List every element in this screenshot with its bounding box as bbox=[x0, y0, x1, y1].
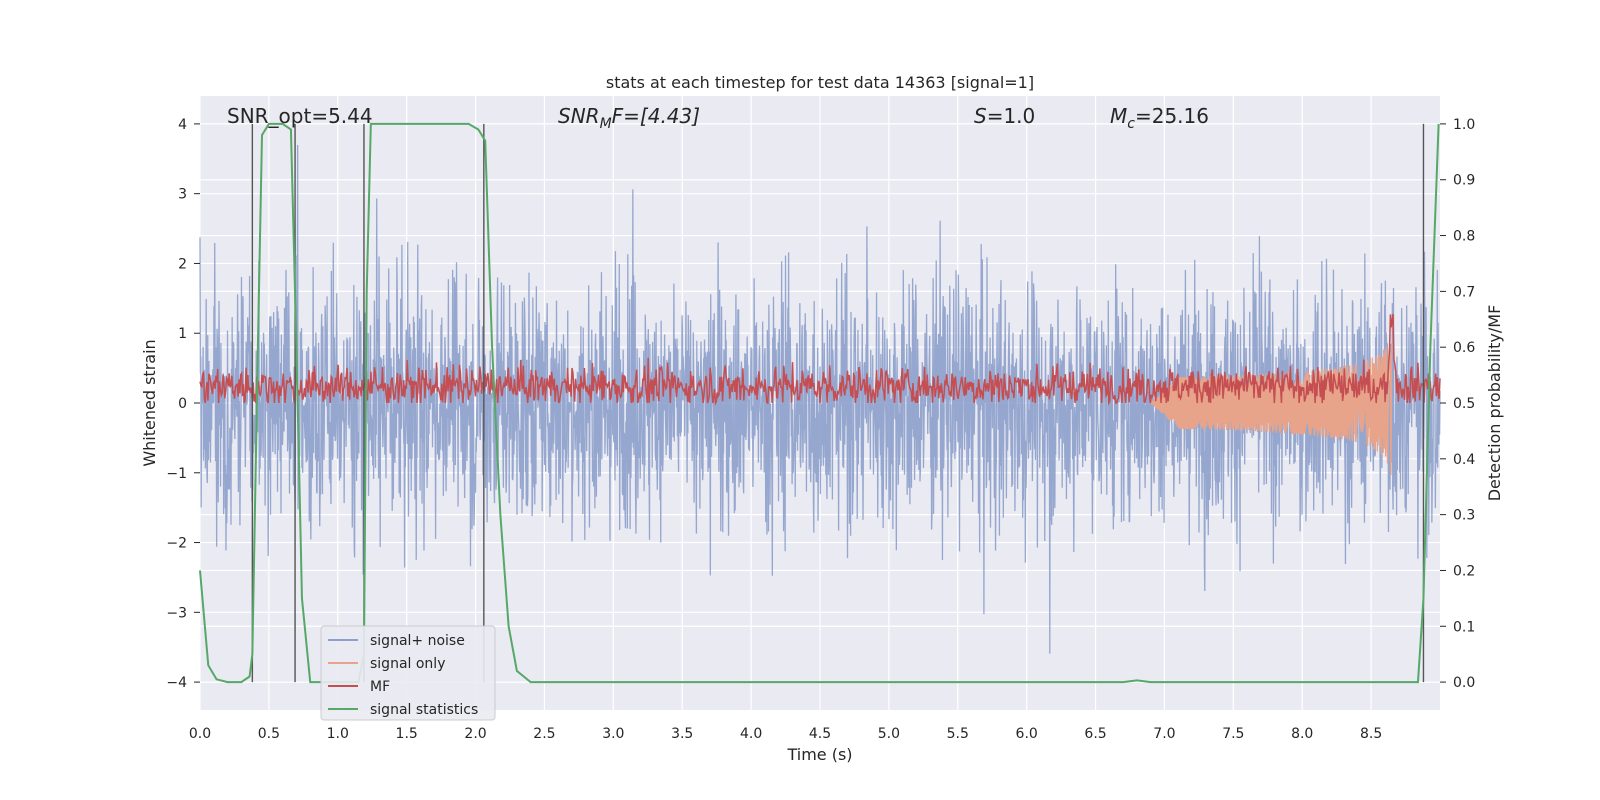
series-mf bbox=[199, 314, 1441, 406]
y-tick-label-left: 3 bbox=[178, 187, 187, 203]
legend-label-signal-noise: signal+ noise bbox=[370, 633, 465, 649]
y-axis-label-right: Detection probability/MF bbox=[1485, 305, 1504, 502]
x-tick-label: 0.5 bbox=[258, 726, 280, 742]
annotation-mc-value: =25.16 bbox=[1135, 104, 1209, 128]
legend-box bbox=[320, 625, 496, 721]
annotation-mc: Mc=25.16 bbox=[1110, 104, 1209, 132]
x-tick-label: 2.0 bbox=[464, 726, 486, 742]
legend-label-signal-statistics: signal statistics bbox=[370, 702, 478, 718]
y-tick-label-left: −4 bbox=[166, 675, 187, 691]
x-tick-label: 8.5 bbox=[1360, 726, 1382, 742]
x-tick-label: 5.5 bbox=[947, 726, 969, 742]
y-tick-label-right: 1.0 bbox=[1453, 117, 1475, 133]
y-tick-label-left: −1 bbox=[166, 466, 187, 482]
chart-title: stats at each timestep for test data 143… bbox=[606, 73, 1034, 92]
x-tick-label: 3.5 bbox=[671, 726, 693, 742]
annotation-s-symbol: S bbox=[974, 104, 987, 128]
y-tick-label-right: 0.3 bbox=[1453, 508, 1475, 524]
y-tick-label-left: 1 bbox=[178, 326, 187, 342]
annotation-mc-sub: c bbox=[1127, 116, 1135, 132]
x-tick-label: 7.5 bbox=[1222, 726, 1244, 742]
x-tick-label: 4.0 bbox=[740, 726, 762, 742]
series-signal-only bbox=[1150, 343, 1393, 475]
x-tick-label: 4.5 bbox=[809, 726, 831, 742]
annotation-s: S=1.0 bbox=[974, 104, 1035, 128]
y-tick-label-right: 0.1 bbox=[1453, 619, 1475, 635]
annotation-s-value: =1.0 bbox=[987, 104, 1036, 128]
x-tick-label: 3.0 bbox=[602, 726, 624, 742]
legend: signal+ noise signal only MF signal stat… bbox=[320, 625, 496, 721]
annotation-snr-mf: SNRMF=[4.43] bbox=[558, 104, 700, 132]
y-tick-label-right: 0.7 bbox=[1453, 284, 1475, 300]
y-tick-label-left: 2 bbox=[178, 256, 187, 272]
y-tick-label-right: 0.0 bbox=[1453, 675, 1475, 691]
x-axis-label: Time (s) bbox=[786, 745, 852, 764]
y-tick-label-left: 0 bbox=[178, 396, 187, 412]
annotation-snr-mf-suffix: F=[4.43] bbox=[612, 104, 700, 128]
annotation-snr-mf-sub: M bbox=[600, 116, 612, 132]
series-signal-statistics bbox=[199, 122, 1440, 684]
y-axis-label-left: Whitened strain bbox=[140, 339, 159, 466]
y-tick-label-right: 0.8 bbox=[1453, 229, 1475, 245]
tick-labels: 0.0 0.5 1.0 1.5 2.0 2.5 3.0 3.5 4.0 4.5 5.0 5.5 6.0 6… bbox=[166, 117, 1475, 742]
y-tick-label-left: −3 bbox=[166, 605, 187, 621]
y-tick-label-right: 0.9 bbox=[1453, 173, 1475, 189]
x-tick-label: 6.0 bbox=[1016, 726, 1038, 742]
legend-label-signal-only: signal only bbox=[370, 656, 445, 672]
y-tick-label-right: 0.4 bbox=[1453, 452, 1475, 468]
x-tick-label: 2.5 bbox=[533, 726, 555, 742]
y-tick-label-right: 0.5 bbox=[1453, 396, 1475, 412]
x-tick-label: 8.0 bbox=[1291, 726, 1313, 742]
y-tick-label-left: −2 bbox=[166, 536, 187, 552]
x-tick-label: 1.0 bbox=[327, 726, 349, 742]
legend-label-mf: MF bbox=[370, 679, 390, 695]
y-tick-label-right: 0.2 bbox=[1453, 563, 1475, 579]
annotation-snr-mf-prefix: SNR bbox=[558, 104, 600, 128]
y-tick-label-right: 0.6 bbox=[1453, 340, 1475, 356]
annotation-snr-opt: SNR_opt=5.44 bbox=[227, 104, 373, 128]
y-tick-label-left: 4 bbox=[178, 117, 187, 133]
x-tick-label: 0.0 bbox=[189, 726, 211, 742]
annotation-mc-symbol: M bbox=[1110, 104, 1127, 128]
x-tick-label: 7.0 bbox=[1153, 726, 1175, 742]
x-tick-label: 5.0 bbox=[878, 726, 900, 742]
x-tick-label: 6.5 bbox=[1084, 726, 1106, 742]
data-layer bbox=[199, 122, 1441, 684]
x-tick-label: 1.5 bbox=[396, 726, 418, 742]
